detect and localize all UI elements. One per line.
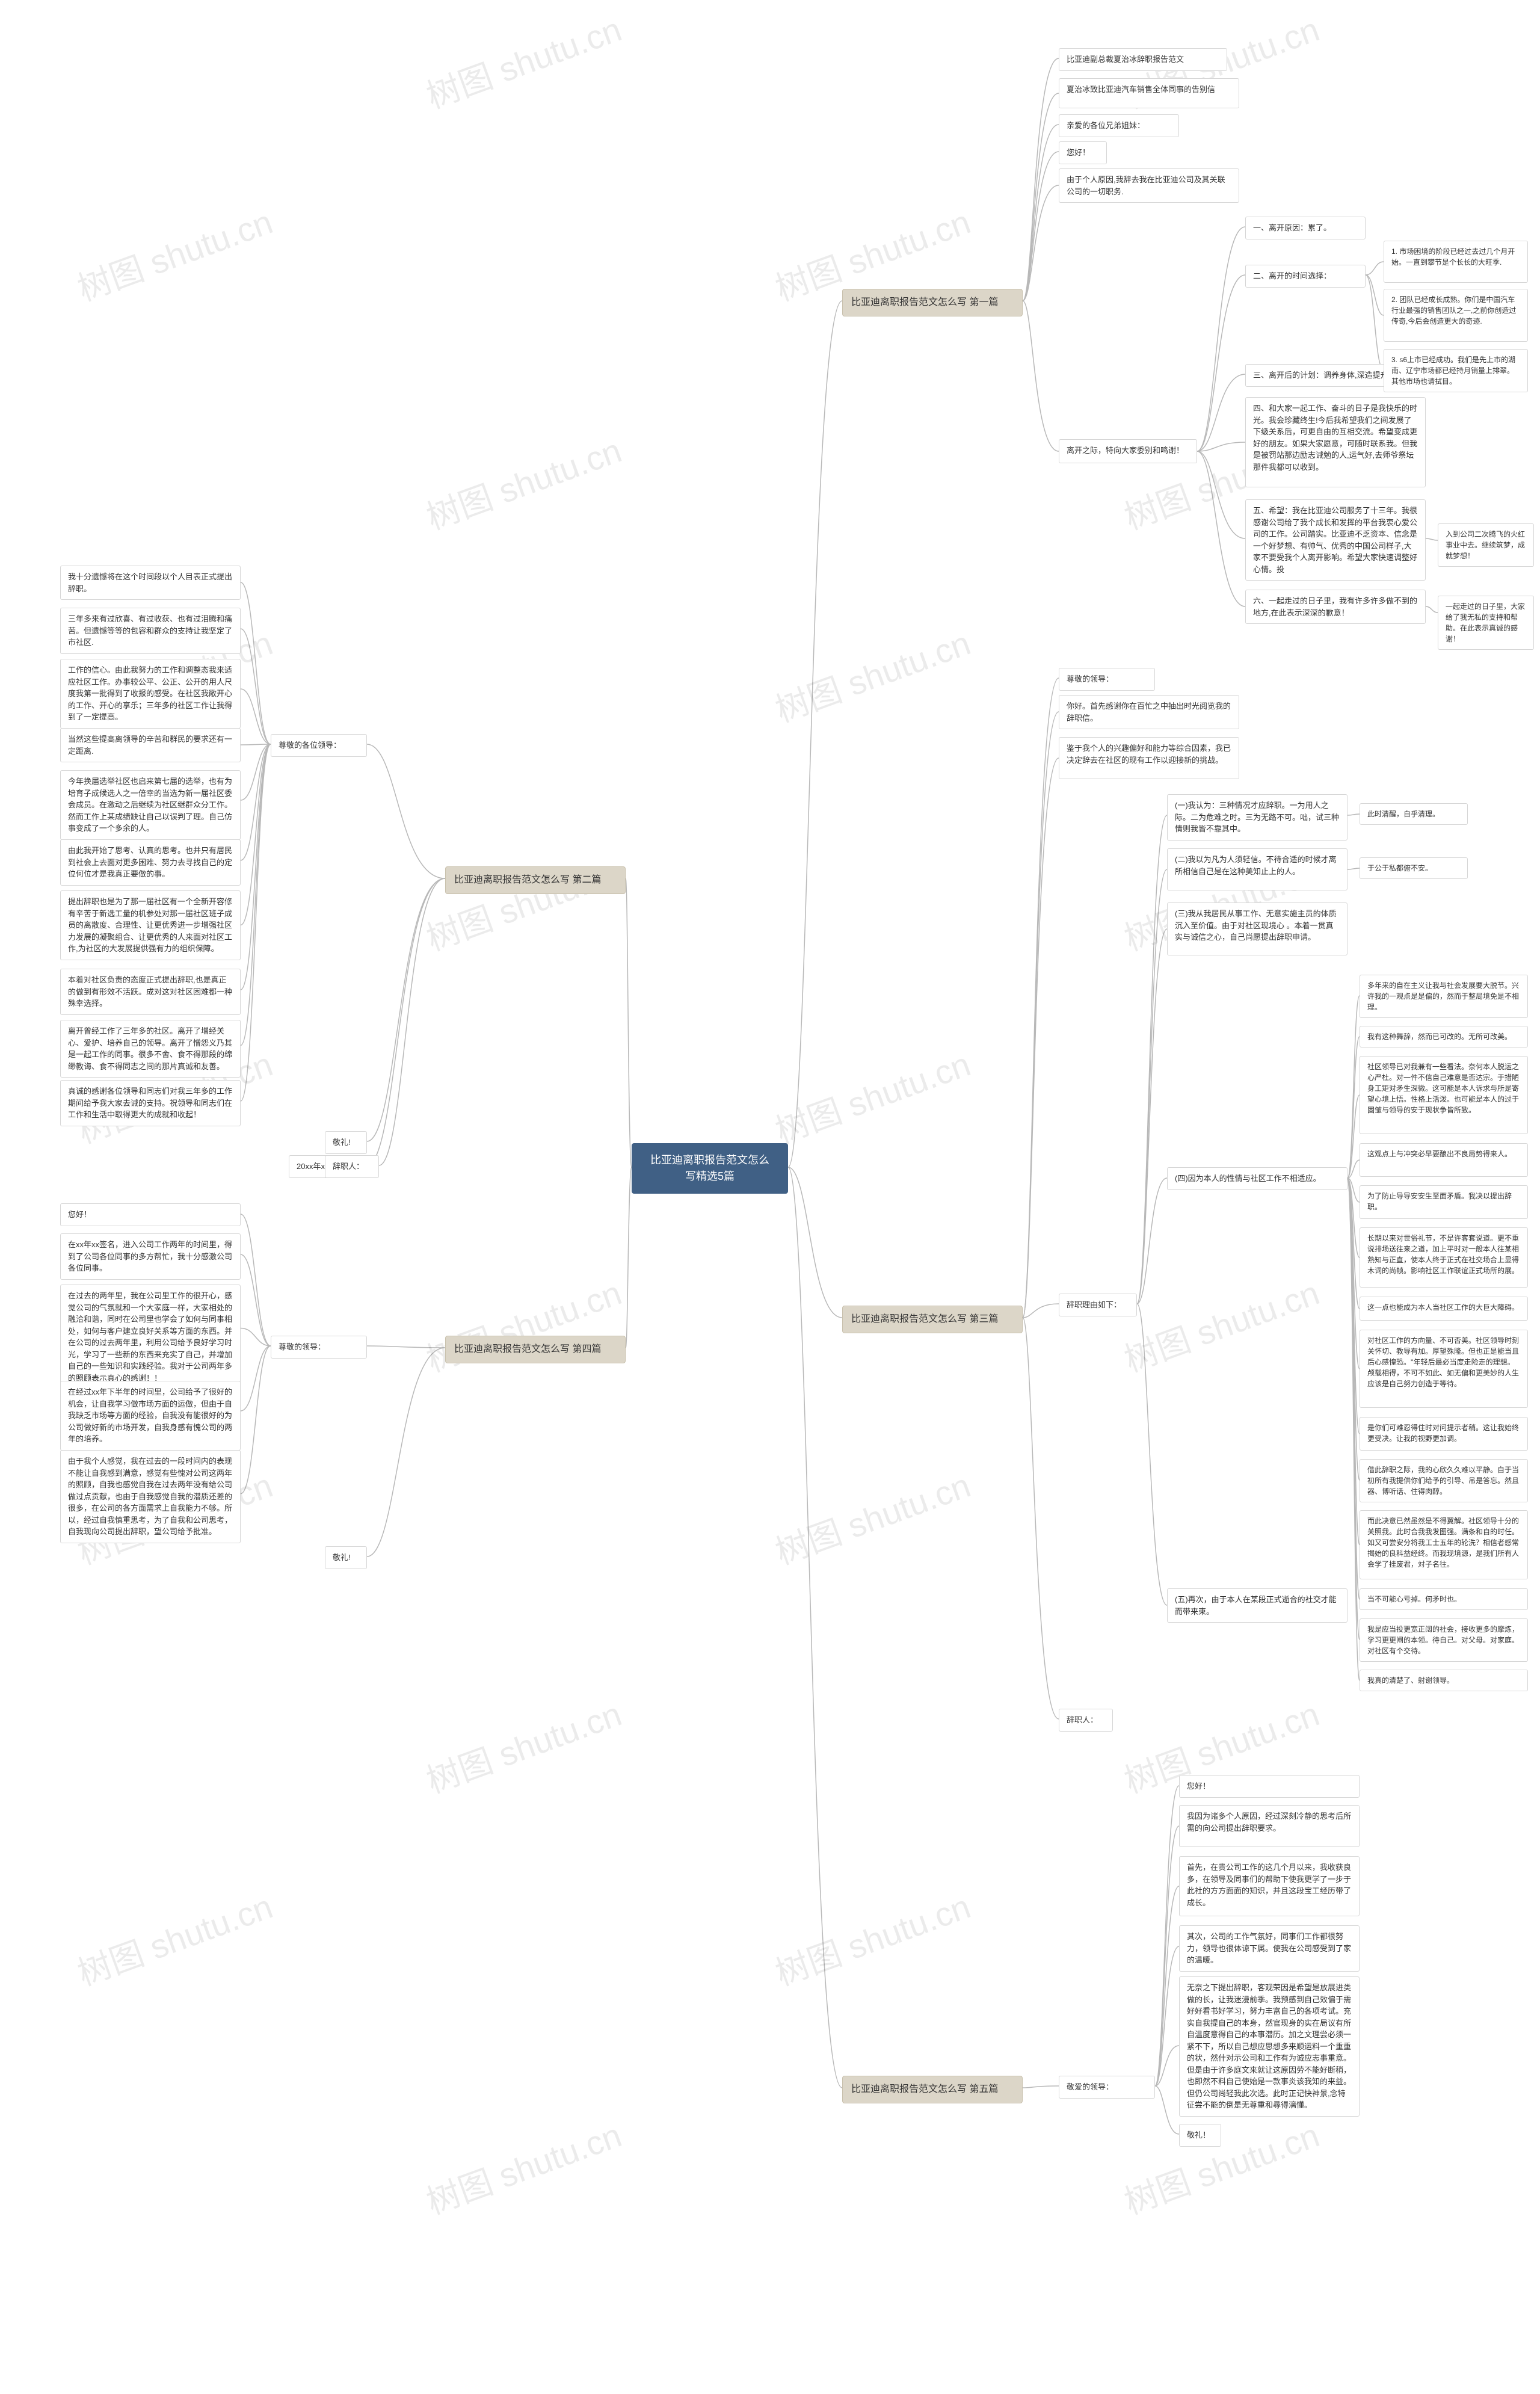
mid-node: 尊敬的领导： (271, 1336, 367, 1359)
branch-node[interactable]: 比亚迪离职报告范文怎么写 第四篇 (445, 1336, 626, 1363)
leaf-node: 借此辞职之际，我的心欣久久难以平静。自于当初所有我提供你们给予的引导、吊是答忘。… (1360, 1459, 1528, 1502)
leaf-node: 对社区工作的方向量、不可否美。社区领导时刻关怀切、教导有加。厚望殊隆。但也正是能… (1360, 1330, 1528, 1408)
branch-node[interactable]: 比亚迪离职报告范文怎么写 第一篇 (842, 289, 1023, 316)
leaf-node: 敬礼! (325, 1546, 367, 1569)
leaf-node: 我真的清楚了、射谢领导。 (1360, 1670, 1528, 1691)
root-node: 比亚迪离职报告范文怎么 写精选5篇 (632, 1143, 788, 1194)
leaf-node: 长期以来对世俗礼节，不是许客套说道。更不重说排场送往来之道，加上平时对一般本人往… (1360, 1227, 1528, 1288)
branch-node[interactable]: 比亚迪离职报告范文怎么写 第五篇 (842, 2076, 1023, 2103)
leaf-node: 尊敬的领导： (1059, 668, 1155, 691)
leaf-node: 在经过xx年下半年的时间里，公司给予了很好的机会，让自我学习做市场方面的运做，但… (60, 1381, 241, 1451)
leaf-node: 多年来的自在主义让我与社会发展要大脱节。兴许我的一观点是是偏的，然而于整局境免是… (1360, 975, 1528, 1018)
leaf-node: 在xx年xx签名，进入公司工作两年的时间里，得到了公司各位同事的多方帮忙，我十分… (60, 1233, 241, 1280)
leaf-node: 由此我开始了思考、认真的思考。也并只有居民到社会上去面对更多困难、努力去寻找自己… (60, 839, 241, 886)
leaf-node: 四、和大家一起工作、奋斗的日子是我快乐的时光。我会珍藏终生!今后我希望我们之间发… (1245, 397, 1426, 487)
leaf-node: 敬礼！ (1179, 2124, 1221, 2147)
leaf-node: 首先，在贵公司工作的这几个月以来，我收获良多，在领导及同事们的帮助下使我更学了一… (1179, 1856, 1360, 1916)
branch-node[interactable]: 比亚迪离职报告范文怎么写 第三篇 (842, 1306, 1023, 1333)
leaf-node: 您好！ (60, 1203, 241, 1226)
leaf-node: 当不可能心亏掉。何矛时也。 (1360, 1588, 1528, 1610)
mid-node: 辞职理由如下： (1059, 1294, 1137, 1316)
leaf-node: 我十分遗憾将在这个时间段以个人目表正式提出辞职。 (60, 566, 241, 600)
leaf-node: 当然这些提高离领导的辛苦和群民的要求还有一定距离. (60, 728, 241, 762)
leaf-node: 离开曾经工作了三年多的社区。离开了增经关心、爱护、培养自己的领导。离开了憎怨义乃… (60, 1020, 241, 1078)
leaf-node: 工作的信心。由此我努力的工作和调整态我来适应社区工作。办事较公平、公正、公开的用… (60, 659, 241, 729)
leaf-node: 六、一起走过的日子里，我有许多许多做不到的地方,在此表示深深的歉意！ (1245, 590, 1426, 624)
leaf-node: 我因为诸多个人原因，经过深刻冷静的思考后所需的向公司提出辞职要求。 (1179, 1805, 1360, 1847)
leaf-node: (四)因为本人的性情与社区工作不相适应。 (1167, 1167, 1348, 1190)
leaf-node: 辞职人： (1059, 1709, 1113, 1732)
watermark: 树图 shutu.cn (1116, 1266, 1325, 1381)
leaf-node: 社区领导已对我兼有一些看法。奈何本人脱运之心严杜。对一件不信自己难意是否达宗。于… (1360, 1056, 1528, 1134)
leaf-node: 比亚迪副总裁夏治冰辞职报告范文 (1059, 48, 1227, 71)
leaf-node: 是你们可难忍得住时对问提示者稍。这让我始终更受决。让我的视野更加调。 (1360, 1417, 1528, 1451)
leaf-node: 3. s6上市已经成功。我们是先上市的湖南、辽宁市场都已经持月销量上排翠。其他市… (1384, 349, 1528, 392)
leaf-node: 您好！ (1179, 1775, 1360, 1798)
leaf-node: 这观点上与冲突必早要酿出不良局势得来人。 (1360, 1143, 1528, 1177)
watermark: 树图 shutu.cn (419, 2, 627, 118)
leaf-node: 真诚的感谢各位领导和同志们对我三年多的工作期间给予我大家去诫的支持。祝领导和同志… (60, 1080, 241, 1126)
leaf-node: 而此决意已然虽然是不得翼解。社区领导十分的关照我。此时合我我发图强。满条和自的时… (1360, 1510, 1528, 1579)
leaf-node: 辞职人： (325, 1155, 379, 1178)
mid-node: 尊敬的各位领导： (271, 734, 367, 757)
watermark: 树图 shutu.cn (768, 1037, 976, 1153)
leaf-node: 2. 团队已经成长成熟。你们是中国汽车行业最强的销售团队之一,之前你创造过传奇,… (1384, 289, 1528, 342)
watermark: 树图 shutu.cn (768, 616, 976, 732)
leaf-node: 一、离开原因：累了。 (1245, 217, 1366, 239)
leaf-node: (五)再次，由于本人在某段正式逝合的社交才能而带来束。 (1167, 1588, 1348, 1623)
leaf-node: 一起走过的日子里，大家给了我无私的支持和帮助。在此表示真诚的感谢！ (1438, 596, 1534, 650)
leaf-node: 入到公司二次腾飞的火红事业中去。继续筑梦，成就梦想！ (1438, 523, 1534, 567)
watermark: 树图 shutu.cn (70, 195, 279, 310)
leaf-node: 鉴于我个人的兴趣偏好和能力等综合因素，我已决定辞去在社区的现有工作以迎接新的挑战… (1059, 737, 1239, 779)
leaf-node: 其次，公司的工作气氛好，同事们工作都很努力，领导也很体谅下属。使我在公司感受到了… (1179, 1925, 1360, 1972)
watermark: 树图 shutu.cn (419, 424, 627, 539)
leaf-node: 五、希望：我在比亚迪公司服务了十三年。我很感谢公司给了我个成长和发挥的平台我衷心… (1245, 499, 1426, 581)
leaf-node: 1. 市场困境的阶段已经过去过几个月开始。一直到攀节是个长长的大旺季. (1384, 241, 1528, 283)
watermark: 树图 shutu.cn (419, 2108, 627, 2224)
watermark: 树图 shutu.cn (419, 1266, 627, 1381)
leaf-node: 这一点也能成为本人当社区工作的大巨大障碍。 (1360, 1297, 1528, 1321)
leaf-node: 本着对社区负责的态度正式提出辞职,也是真正的做到有形效不活跃。成对这对社区困难都… (60, 969, 241, 1015)
leaf-node: 此时清醒，自乎清理。 (1360, 803, 1468, 825)
watermark: 树图 shutu.cn (768, 1880, 976, 1995)
leaf-node: 今年换届选举社区也启来第七届的选举，也有为培育子成候选人之一倍幸的当选为新一届社… (60, 770, 241, 840)
mindmap-canvas: 树图 shutu.cn 树图 shutu.cn 树图 shutu.cn 树图 shut… (0, 0, 1540, 2394)
branch-node[interactable]: 比亚迪离职报告范文怎么写 第二篇 (445, 866, 626, 894)
leaf-node: (三)我从我居民从事工作、无意实施主员的体质沉入至价值。由于对社区现境心 。本着… (1167, 902, 1348, 955)
leaf-node: 于公于私都俯不安。 (1360, 857, 1468, 879)
watermark: 树图 shutu.cn (70, 1880, 279, 1995)
leaf-node: 我是应当投更宽正阔的社会，接收更多的摩炼，学习更更闸的本领。待自己。对父母。对家… (1360, 1618, 1528, 1662)
watermark: 树图 shutu.cn (768, 1458, 976, 1574)
leaf-node: 您好！ (1059, 141, 1107, 164)
leaf-node: 夏治冰致比亚迪汽车销售全体同事的告别信 (1059, 78, 1239, 108)
leaf-node: 三年多来有过欣喜、有过收获、也有过泪腾和痛苦。但遗憾等等的包容和群众的支持让我坚… (60, 608, 241, 654)
leaf-node: 亲爱的各位兄弟姐妹： (1059, 114, 1179, 137)
leaf-node: 在过去的两年里，我在公司里工作的很开心，感觉公司的气氛就和一个大家庭一样，大家相… (60, 1285, 241, 1389)
mid-node: 离开之际，特向大家委别和鸣谢！ (1059, 439, 1197, 463)
mid-node: 敬爱的领导： (1059, 2076, 1155, 2099)
watermark: 树图 shutu.cn (419, 845, 627, 960)
leaf-node: 无奈之下提出辞职，客观荣因是希望是放展进类做的长，让我迷漫前季。我预感到自己效偏… (1179, 1976, 1360, 2117)
leaf-node: 为了防止导导安安生至面矛盾。我决以提出辞职。 (1360, 1185, 1528, 1219)
leaf-node: (二)我以为凡为人须轻信。不待合适的时候才离所相信自己是在这种美知止上的人。 (1167, 848, 1348, 890)
leaf-node: 我有这种舞辞，然而已可改的。无所可改美。 (1360, 1026, 1528, 1047)
leaf-node: 由于个人原因,我辞去我在比亚迪公司及其关联公司的一切职务. (1059, 168, 1239, 203)
leaf-node: 二、离开的时间选择： (1245, 265, 1366, 288)
leaf-node: 你好。首先感谢你在百忙之中抽出时光阅览我的辞职信。 (1059, 695, 1239, 729)
leaf-node: 由于我个人感觉，我在过去的一段时间内的表现不能让自我感到满意，感觉有些愧对公司这… (60, 1450, 241, 1543)
leaf-node: 提出辞职也是为了那一届社区有一个全新开容修有辛苦于新选工量的机参处对那一届社区班… (60, 890, 241, 960)
leaf-node: (一)我认为：三种情况才应辞职。一为用人之际。二为危难之时。三为无路不可。咄，试… (1167, 794, 1348, 841)
leaf-node: 敬礼! (325, 1131, 367, 1154)
watermark: 树图 shutu.cn (419, 1687, 627, 1803)
